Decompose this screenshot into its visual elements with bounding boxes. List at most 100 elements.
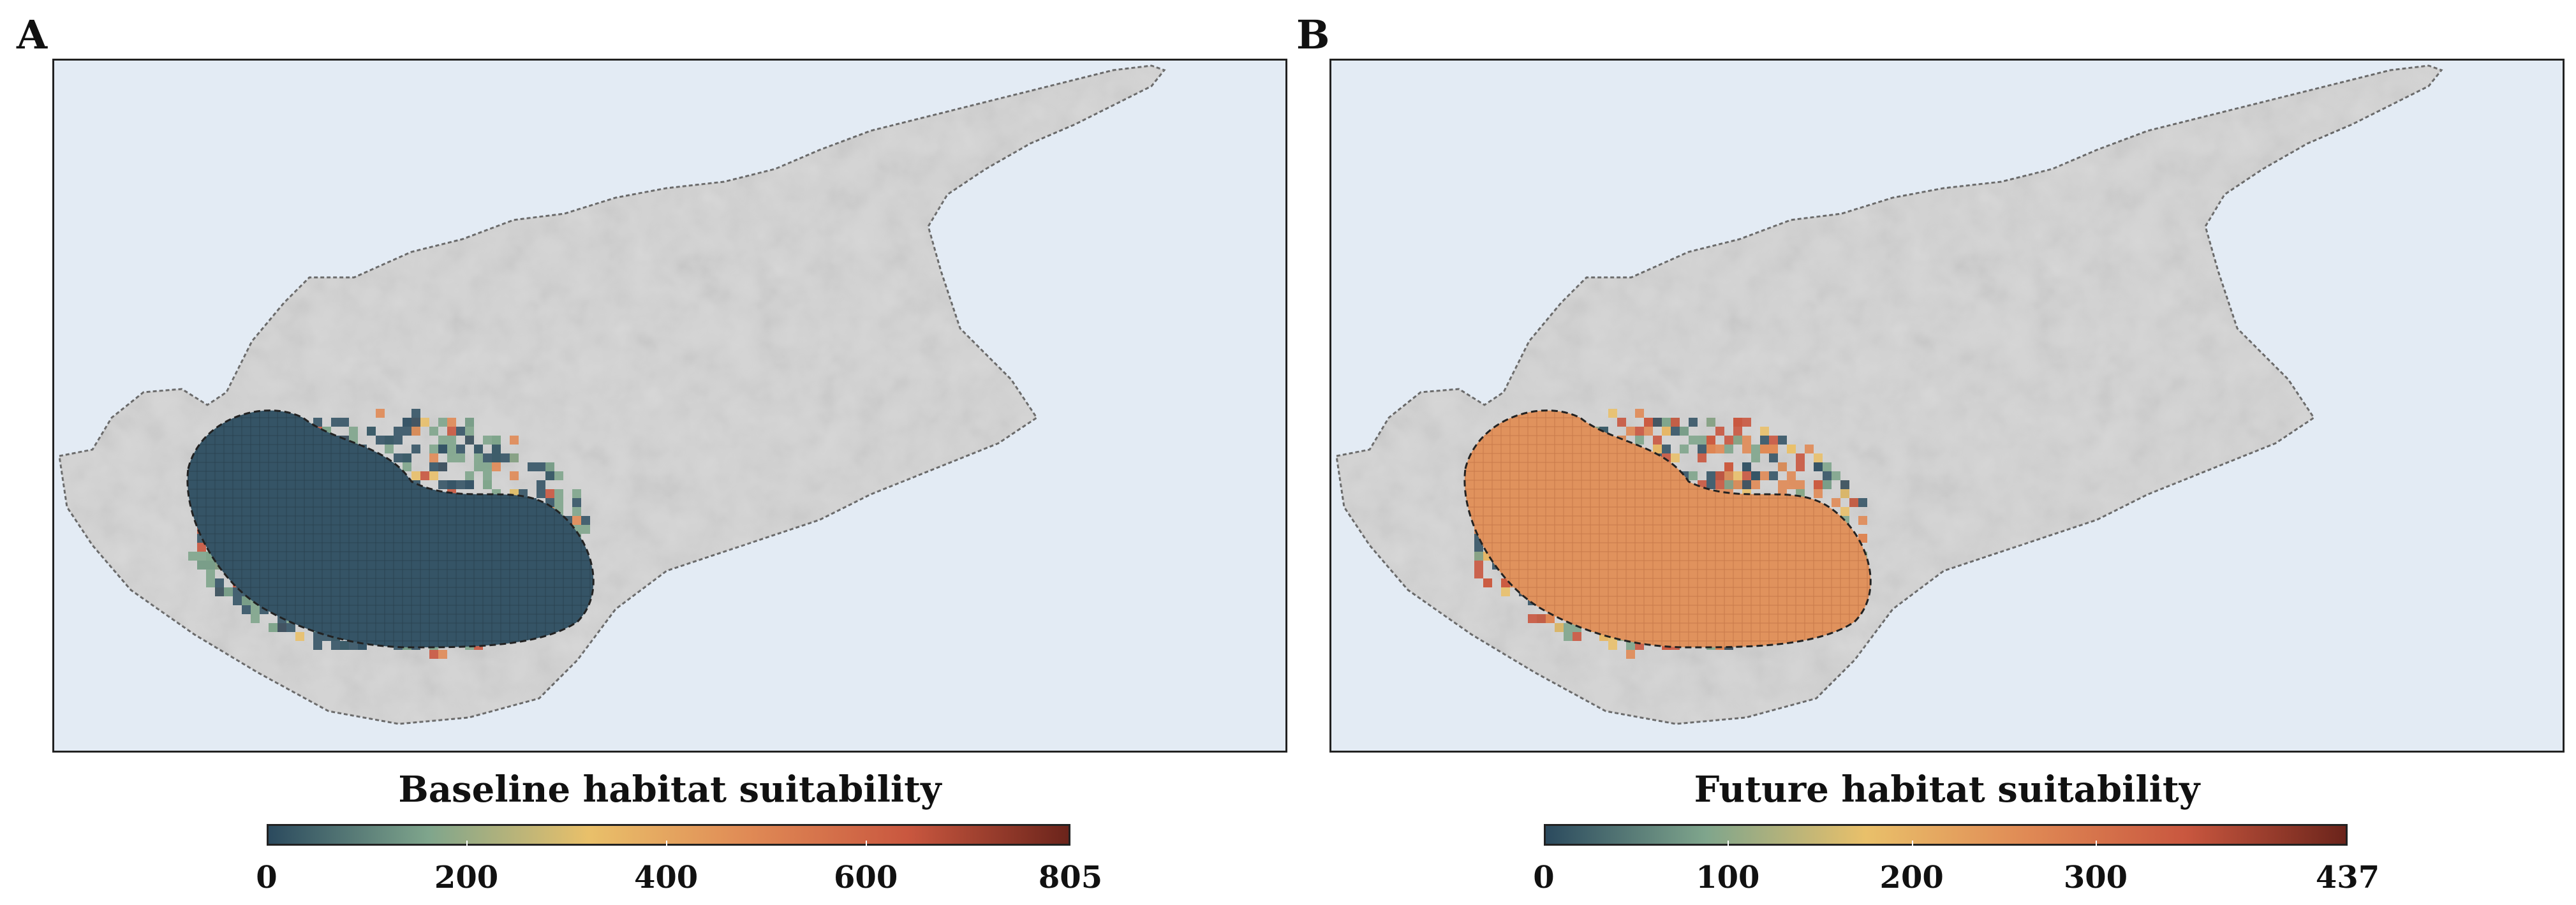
suitability-cell (1751, 453, 1760, 462)
suitability-cell (394, 427, 403, 436)
colorbar-b-tick-1: 100 (1696, 860, 1760, 895)
suitability-cell (1698, 453, 1706, 462)
suitability-cell (1474, 543, 1483, 552)
suitability-cell (1769, 453, 1778, 462)
suitability-cell (1644, 427, 1653, 436)
suitability-cell (1805, 445, 1814, 453)
suitability-cell (456, 445, 465, 453)
hillshade (1336, 66, 2441, 724)
colorbar-a-tick-mark-2 (666, 841, 668, 847)
suitability-cell (1778, 462, 1787, 471)
suitability-cell (1706, 436, 1715, 445)
colorbar-b-tick-mark-2 (1911, 841, 1913, 847)
suitability-cell (233, 596, 242, 605)
suitability-cell (1742, 480, 1751, 489)
suitability-cell (554, 489, 563, 498)
suitability-cell (1823, 462, 1832, 471)
suitability-cell (1671, 453, 1680, 462)
suitability-cell (501, 453, 510, 462)
suitability-cell (1698, 436, 1706, 445)
suitability-cell (367, 427, 376, 436)
suitability-cell (215, 578, 224, 587)
suitability-cell (1724, 462, 1733, 471)
suitability-cell (554, 471, 563, 480)
suitability-cell (251, 614, 260, 623)
suitability-cell (465, 427, 474, 436)
suitability-cell (1474, 570, 1483, 578)
suitability-cell (1760, 471, 1769, 480)
suitability-cell (278, 623, 286, 632)
suitability-cell (1671, 418, 1680, 427)
suitability-cell (1537, 614, 1546, 623)
suitability-cell (1564, 623, 1573, 632)
suitability-cell (1680, 427, 1689, 436)
suitability-cell (1715, 445, 1724, 453)
suitability-cell (429, 453, 438, 462)
suitability-cell (429, 462, 438, 471)
suitability-cell (403, 453, 411, 462)
suitability-cell (1573, 632, 1581, 641)
colorbar-b-tick-4: 437 (2315, 860, 2380, 895)
suitability-cell (394, 436, 403, 445)
suitability-cell (483, 453, 492, 462)
suitability-cell (1858, 516, 1867, 525)
suitability-cell (447, 453, 456, 462)
suitability-cell (376, 436, 385, 445)
suitability-cell (411, 471, 420, 480)
suitability-cell (331, 418, 340, 427)
suitability-cell (197, 561, 206, 570)
suitability-cell (438, 445, 447, 453)
suitability-cell (429, 427, 438, 436)
map-a-svg (58, 64, 1166, 725)
colorbar-title-a: Baseline habitat suitability (398, 769, 942, 811)
suitability-cell (206, 570, 215, 578)
suitability-cell (1644, 418, 1653, 427)
suitability-cell (1680, 445, 1689, 453)
suitability-cell (465, 436, 474, 445)
colorbar-a-tick-2: 400 (633, 860, 699, 895)
suitability-cell (1787, 471, 1796, 480)
suitability-cell (197, 552, 206, 561)
suitability-cell (545, 462, 554, 471)
suitability-cell (456, 427, 465, 436)
suitability-cell (581, 525, 590, 534)
hillshade (59, 66, 1164, 724)
suitability-cell (1724, 436, 1733, 445)
suitability-cell (545, 489, 554, 498)
suitability-cell (492, 453, 501, 462)
colorbar-b-tick-3: 300 (2063, 860, 2128, 895)
suitability-cell (1751, 471, 1760, 480)
suitability-cell (510, 453, 519, 462)
colorbar-a-tick-0: 0 (256, 860, 278, 895)
suitability-cell (1483, 578, 1492, 587)
suitability-cell (492, 462, 501, 471)
suitability-cell (1742, 462, 1751, 471)
map-panel-b[interactable] (1329, 59, 2565, 753)
suitability-cell (1653, 436, 1662, 445)
suitability-cell (376, 409, 385, 418)
suitability-cell (313, 418, 322, 427)
suitability-cell (1698, 445, 1706, 453)
suitability-cell (1778, 480, 1787, 489)
suitability-cell (1555, 623, 1564, 632)
suitability-cell (1760, 436, 1769, 445)
suitability-cell (1653, 445, 1662, 453)
suitability-cell (465, 418, 474, 427)
panel-label-b: B (1296, 11, 1330, 58)
suitability-cell (1501, 587, 1510, 596)
suitability-cell (572, 507, 581, 516)
suitability-cell (1751, 480, 1760, 489)
colorbar-b-tick-0: 0 (1533, 860, 1555, 895)
colorbar-b (1544, 824, 2348, 846)
suitability-cell (1689, 436, 1698, 445)
suitability-cell (269, 623, 278, 632)
suitability-cell (313, 641, 322, 650)
map-panel-a[interactable] (52, 59, 1287, 753)
suitability-cell (1617, 418, 1626, 427)
suitability-cell (1724, 471, 1733, 480)
suitability-cell (456, 480, 465, 489)
suitability-cell (420, 418, 429, 427)
suitability-cell (465, 480, 474, 489)
suitability-cell (1474, 552, 1483, 561)
colorbar-a-tick-4: 805 (1038, 860, 1103, 895)
